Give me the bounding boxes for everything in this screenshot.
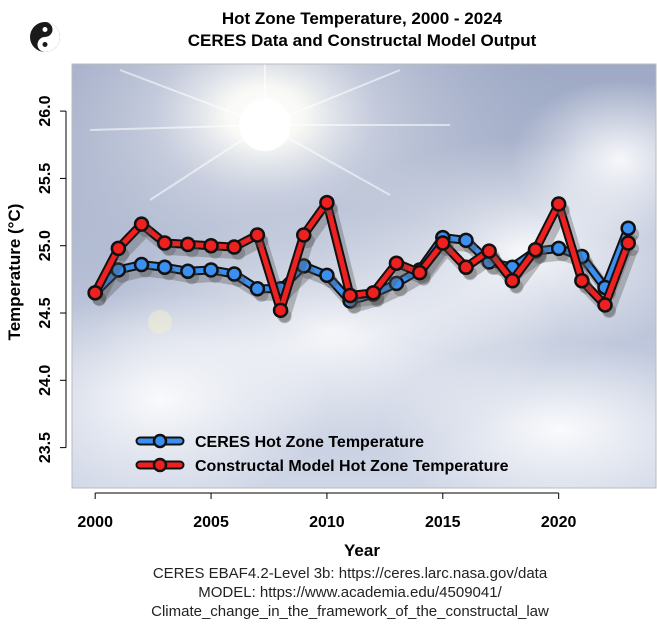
series-ceres-point: [388, 275, 405, 292]
x-tick-label: 2010: [309, 514, 345, 531]
y-axis: 23.5 24.0 24.5 25.0 25.5 26.0: [37, 95, 67, 463]
series-ceres-point: [249, 281, 266, 297]
y-tick-label: 23.5: [37, 432, 54, 463]
legend-label-ceres: CERES Hot Zone Temperature: [195, 434, 424, 451]
series-model-point: [133, 216, 150, 232]
logo-icon: [30, 22, 60, 52]
y-tick-label: 24.5: [37, 297, 54, 328]
series-model-point: [156, 235, 173, 251]
series-model-point: [527, 242, 544, 258]
series-model-point: [319, 194, 335, 211]
caption-line-1: CERES EBAF4.2-Level 3b: https://ceres.la…: [153, 565, 548, 582]
series-ceres-point: [180, 263, 196, 280]
series-model-point: [574, 272, 590, 289]
series-ceres-point: [458, 232, 474, 249]
series-ceres-point: [319, 267, 335, 284]
series-model-point: [226, 239, 242, 255]
series-model-point: [550, 196, 567, 212]
series-model-point: [411, 264, 428, 281]
series-ceres-point: [226, 266, 242, 282]
legend-marker-model: [152, 457, 168, 473]
series-model-point: [435, 235, 451, 251]
x-tick-label: 2005: [193, 514, 229, 531]
series-model-point: [272, 302, 289, 319]
series-model-point: [365, 285, 382, 301]
legend-marker-ceres: [152, 433, 168, 449]
series-ceres-point: [133, 256, 150, 273]
series-ceres-point: [156, 259, 173, 276]
y-tick-label: 25.5: [37, 163, 54, 194]
series-model-point: [388, 255, 405, 271]
series-model-point: [249, 227, 266, 243]
x-axis-label: Year: [344, 541, 380, 560]
series-ceres-point: [203, 262, 219, 278]
series-model-point: [87, 285, 103, 301]
y-axis-label: Temperature (°C): [5, 204, 24, 341]
x-axis: 2000 2005 2010 2015 2020: [77, 492, 577, 531]
chart-title: Hot Zone Temperature, 2000 - 2024: [222, 9, 503, 28]
series-ceres-point: [550, 240, 567, 257]
x-tick-label: 2020: [541, 514, 577, 531]
x-tick-label: 2000: [77, 514, 113, 531]
x-tick-label: 2015: [425, 514, 461, 531]
series-model-point: [180, 236, 196, 253]
series-model-point: [203, 237, 219, 254]
legend-label-model: Constructal Model Hot Zone Temperature: [195, 458, 509, 475]
series-model-point: [342, 287, 358, 304]
series-model-point: [504, 272, 521, 289]
series-model: [87, 194, 640, 324]
series-ceres-point: [620, 220, 636, 236]
y-tick-label: 25.0: [37, 230, 54, 261]
caption-line-3: Climate_change_in_the_framework_of_the_c…: [151, 603, 549, 620]
series-model-point: [110, 240, 127, 257]
series-model-point: [620, 235, 636, 251]
series-model-point: [481, 243, 497, 259]
series-model-point: [458, 259, 474, 276]
series-layer: [87, 194, 640, 324]
y-tick-label: 24.0: [37, 365, 54, 396]
chart-subtitle: CERES Data and Constructal Model Output: [188, 31, 537, 50]
series-model-point: [597, 297, 613, 313]
plot-frame: [71, 63, 657, 489]
y-tick-label: 26.0: [37, 95, 54, 126]
caption-line-2: MODEL: https://www.academia.edu/4509041/: [198, 584, 502, 601]
series-model-point: [295, 227, 312, 243]
legend: CERES Hot Zone Temperature Constructal M…: [135, 433, 509, 475]
